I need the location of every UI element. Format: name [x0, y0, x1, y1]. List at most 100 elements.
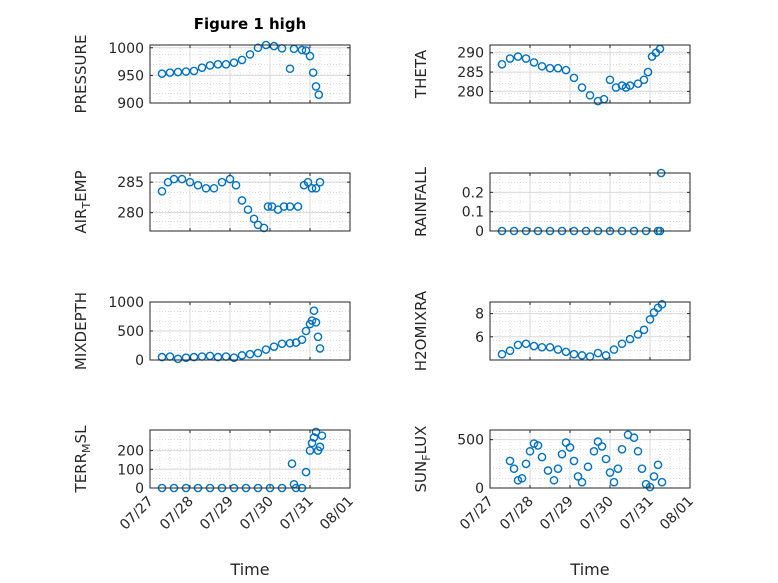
data-point [311, 183, 321, 193]
data-point [633, 446, 643, 456]
y-tick-label: 0.1 [462, 205, 484, 221]
data-point [609, 477, 619, 487]
data-point [237, 351, 247, 360]
data-point [589, 446, 599, 456]
axes-box [149, 44, 351, 104]
data-point [517, 474, 527, 483]
data-point [289, 44, 299, 54]
data-point [497, 349, 507, 359]
data-point [157, 187, 167, 196]
y-tick-label: 280 [117, 206, 144, 222]
data-point [529, 341, 539, 351]
data-point [285, 338, 295, 348]
data-point [197, 352, 207, 361]
data-point [553, 345, 563, 354]
data-point [249, 214, 259, 224]
data-point [657, 477, 667, 487]
y-axis-label: MIXDEPTH [72, 292, 90, 370]
y-tick-label: 290 [457, 46, 484, 62]
data-point [605, 75, 615, 85]
data-point [645, 482, 655, 492]
y-tick-label: 500 [117, 324, 144, 340]
data-point [569, 73, 579, 83]
data-point [237, 196, 247, 205]
data-point [529, 58, 539, 67]
subplot-3: 280 285 AIRTEMP [72, 170, 351, 234]
data-point [314, 90, 324, 100]
data-point [617, 81, 627, 90]
x-tick-label: 07/29 [537, 494, 577, 534]
data-point [173, 354, 183, 364]
data-point [597, 442, 607, 451]
data-point [315, 177, 325, 187]
y-tick-label: 280 [457, 84, 484, 100]
data-point [657, 300, 667, 309]
data-point [533, 441, 543, 450]
data-point [307, 316, 317, 325]
data-point [269, 342, 279, 351]
y-tick-label: 0.2 [462, 185, 484, 201]
y-tick-label: 285 [457, 65, 484, 81]
x-tick-label: 07/31 [617, 494, 657, 534]
data-point [245, 50, 255, 59]
data-point [513, 52, 523, 61]
axes-box [149, 429, 351, 489]
data-point [213, 60, 223, 69]
data-point [221, 60, 231, 69]
data-point [231, 180, 241, 190]
data-point [605, 468, 615, 477]
y-axis-label: H2OMIXRA [412, 290, 430, 371]
y-axis-label: AIRTEMP [72, 170, 93, 233]
data-point [629, 433, 639, 443]
subplot-8: 0 500 07/27 07/28 07/29 07/30 07/31 08/01 SUNFLU… [412, 426, 697, 579]
subplot-6: 6 8 H2OMIXRA [412, 290, 691, 371]
data-point [577, 477, 587, 487]
y-tick-label: 950 [117, 68, 144, 84]
data-point [497, 60, 507, 69]
data-point [297, 45, 307, 55]
data-point [621, 83, 631, 92]
y-axis-label: RAINFALL [412, 166, 430, 237]
data-point [303, 177, 313, 187]
data-point [311, 427, 321, 437]
data-point [217, 177, 227, 187]
data-point [505, 346, 515, 356]
subplot-7: 0 100 200 07/27 07/28 07/29 07/30 07/31 08/01 TER… [72, 425, 357, 579]
y-tick-label: 900 [117, 96, 144, 112]
data-point [305, 51, 315, 61]
x-tick-label: 07/29 [197, 494, 237, 534]
data-point [277, 44, 287, 53]
data-point [193, 180, 203, 190]
y-tick-label: 0 [135, 353, 144, 369]
data-point [269, 41, 279, 51]
data-point [287, 459, 297, 468]
data-point [229, 58, 239, 67]
data-point [263, 202, 273, 211]
data-point [308, 68, 318, 77]
y-tick-label: 6 [475, 330, 484, 346]
y-tick-label: 285 [117, 175, 144, 191]
data-point [557, 449, 567, 459]
data-point [553, 464, 563, 473]
data-point [577, 351, 587, 360]
data-point [307, 438, 317, 448]
data-point [237, 55, 247, 65]
data-point [637, 464, 647, 473]
data-point [537, 452, 547, 462]
subplot-4: 0 0.1 0.2 RAINFALL [412, 166, 691, 240]
data-point [543, 466, 553, 475]
data-point [601, 351, 611, 360]
data-point [315, 442, 325, 452]
data-point [553, 63, 563, 73]
axes-box [489, 44, 691, 104]
subplot-1: 900 950 1000 PRESSURE Figure 1 high [72, 15, 351, 113]
data-point [311, 317, 321, 327]
data-point [505, 54, 515, 63]
data-point [277, 339, 287, 349]
data-point [561, 347, 571, 357]
y-tick-label: 0 [475, 481, 484, 497]
x-tick-label: 08/01 [317, 494, 357, 534]
y-axis-label: TERRMSL [72, 425, 93, 494]
subplot-2: 280 285 290 THETA [412, 44, 691, 106]
data-point [261, 345, 271, 354]
